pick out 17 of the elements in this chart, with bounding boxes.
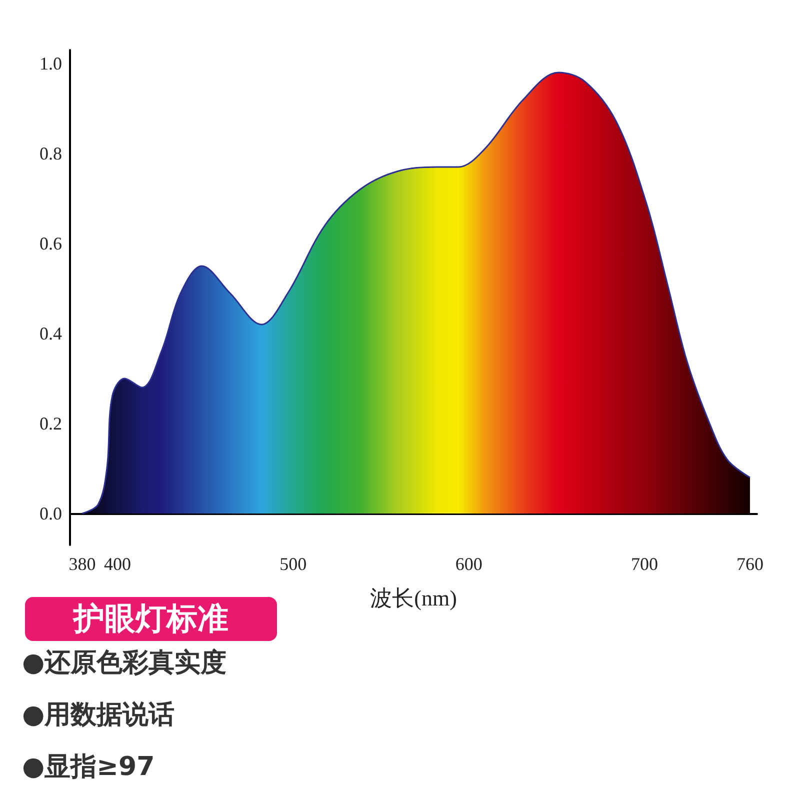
text: ●显指≥97 (22, 752, 155, 782)
x-tick-label: 600 (455, 554, 482, 574)
y-tick-label: 0.8 (40, 144, 62, 164)
y-tick-label: 1.0 (40, 54, 62, 74)
x-axis-title: 波长(nm) (370, 586, 457, 610)
text: 护眼灯标准 (72, 601, 228, 637)
x-tick-label: 500 (280, 554, 307, 574)
y-tick-label: 0.2 (40, 414, 62, 434)
y-tick-label: 0.6 (40, 234, 62, 254)
text: ●用数据说话 (22, 700, 175, 730)
x-tick-label: 380 (68, 554, 96, 574)
y-tick-label: 0.0 (40, 504, 62, 524)
x-tick-label: 760 (736, 554, 764, 574)
x-tick-label: 400 (104, 554, 131, 574)
y-tick-label: 0.4 (40, 324, 62, 344)
x-tick-label: 700 (631, 554, 658, 574)
text: ●还原色彩真实度 (22, 648, 227, 678)
